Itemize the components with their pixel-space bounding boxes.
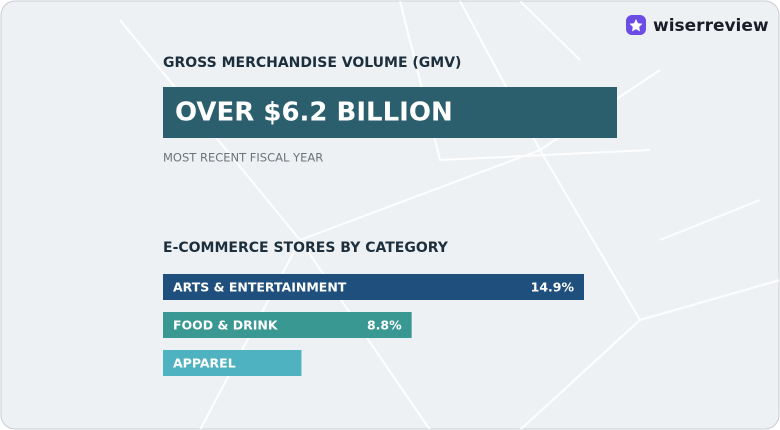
brand-logo: wiserreview <box>626 15 769 36</box>
brand-name: wiserreview <box>653 16 769 36</box>
value-label: 8.8% <box>367 318 402 333</box>
headline: OVER $6.2 BILLION <box>175 98 453 128</box>
bar <box>163 312 412 338</box>
brand-star <box>629 19 643 32</box>
note: MOST RECENT FISCAL YEAR <box>163 151 323 165</box>
chart-title: E-COMMERCE STORES BY CATEGORY <box>163 240 449 256</box>
bar <box>163 350 302 376</box>
category-label: ARTS & ENTERTAINMENT <box>173 280 347 295</box>
category-label: APPAREL <box>173 356 236 371</box>
value-label: 14.9% <box>531 280 575 295</box>
section-title: GROSS MERCHANDISE VOLUME (GMV) <box>163 55 461 71</box>
category-label: FOOD & DRINK <box>173 318 279 333</box>
headline-banner <box>163 87 617 138</box>
bar <box>163 274 584 300</box>
